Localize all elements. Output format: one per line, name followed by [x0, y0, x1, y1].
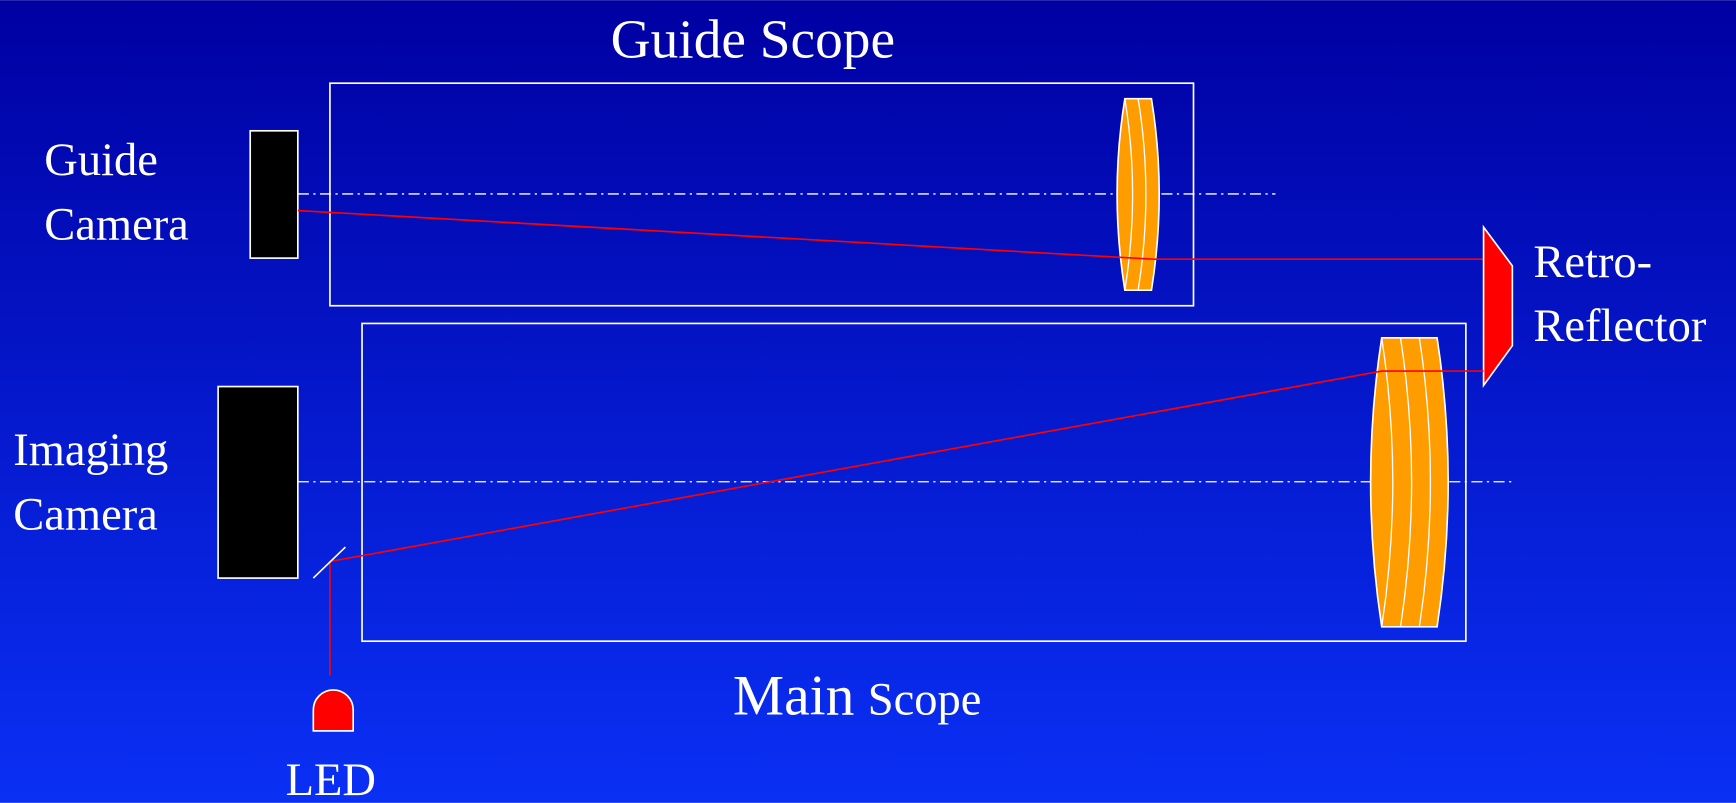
guide-camera-label: Guide	[44, 135, 158, 186]
guide-scope-label: Guide Scope	[611, 9, 895, 70]
retro-reflector	[1482, 224, 1514, 389]
guide-lens	[1116, 97, 1161, 292]
main-lens	[1369, 337, 1449, 628]
beam-splitter	[312, 546, 347, 579]
scope-word: Scope	[868, 674, 982, 725]
main-word: Main	[733, 664, 855, 727]
guide-light-path	[297, 209, 1484, 261]
led-label: LED	[286, 755, 376, 803]
imaging-camera-body	[217, 385, 299, 579]
led	[312, 689, 355, 732]
retro-reflector-label: Retro-	[1533, 237, 1652, 288]
guide-camera-body	[249, 129, 299, 259]
retro-reflector-label: Reflector	[1533, 301, 1706, 352]
imaging-camera-label: Camera	[13, 489, 158, 540]
guide-camera-label: Camera	[44, 199, 189, 250]
main-scope-label: Main Scope	[733, 664, 981, 727]
imaging-camera-label: Imaging	[13, 425, 168, 476]
main-light-path	[329, 370, 1484, 563]
